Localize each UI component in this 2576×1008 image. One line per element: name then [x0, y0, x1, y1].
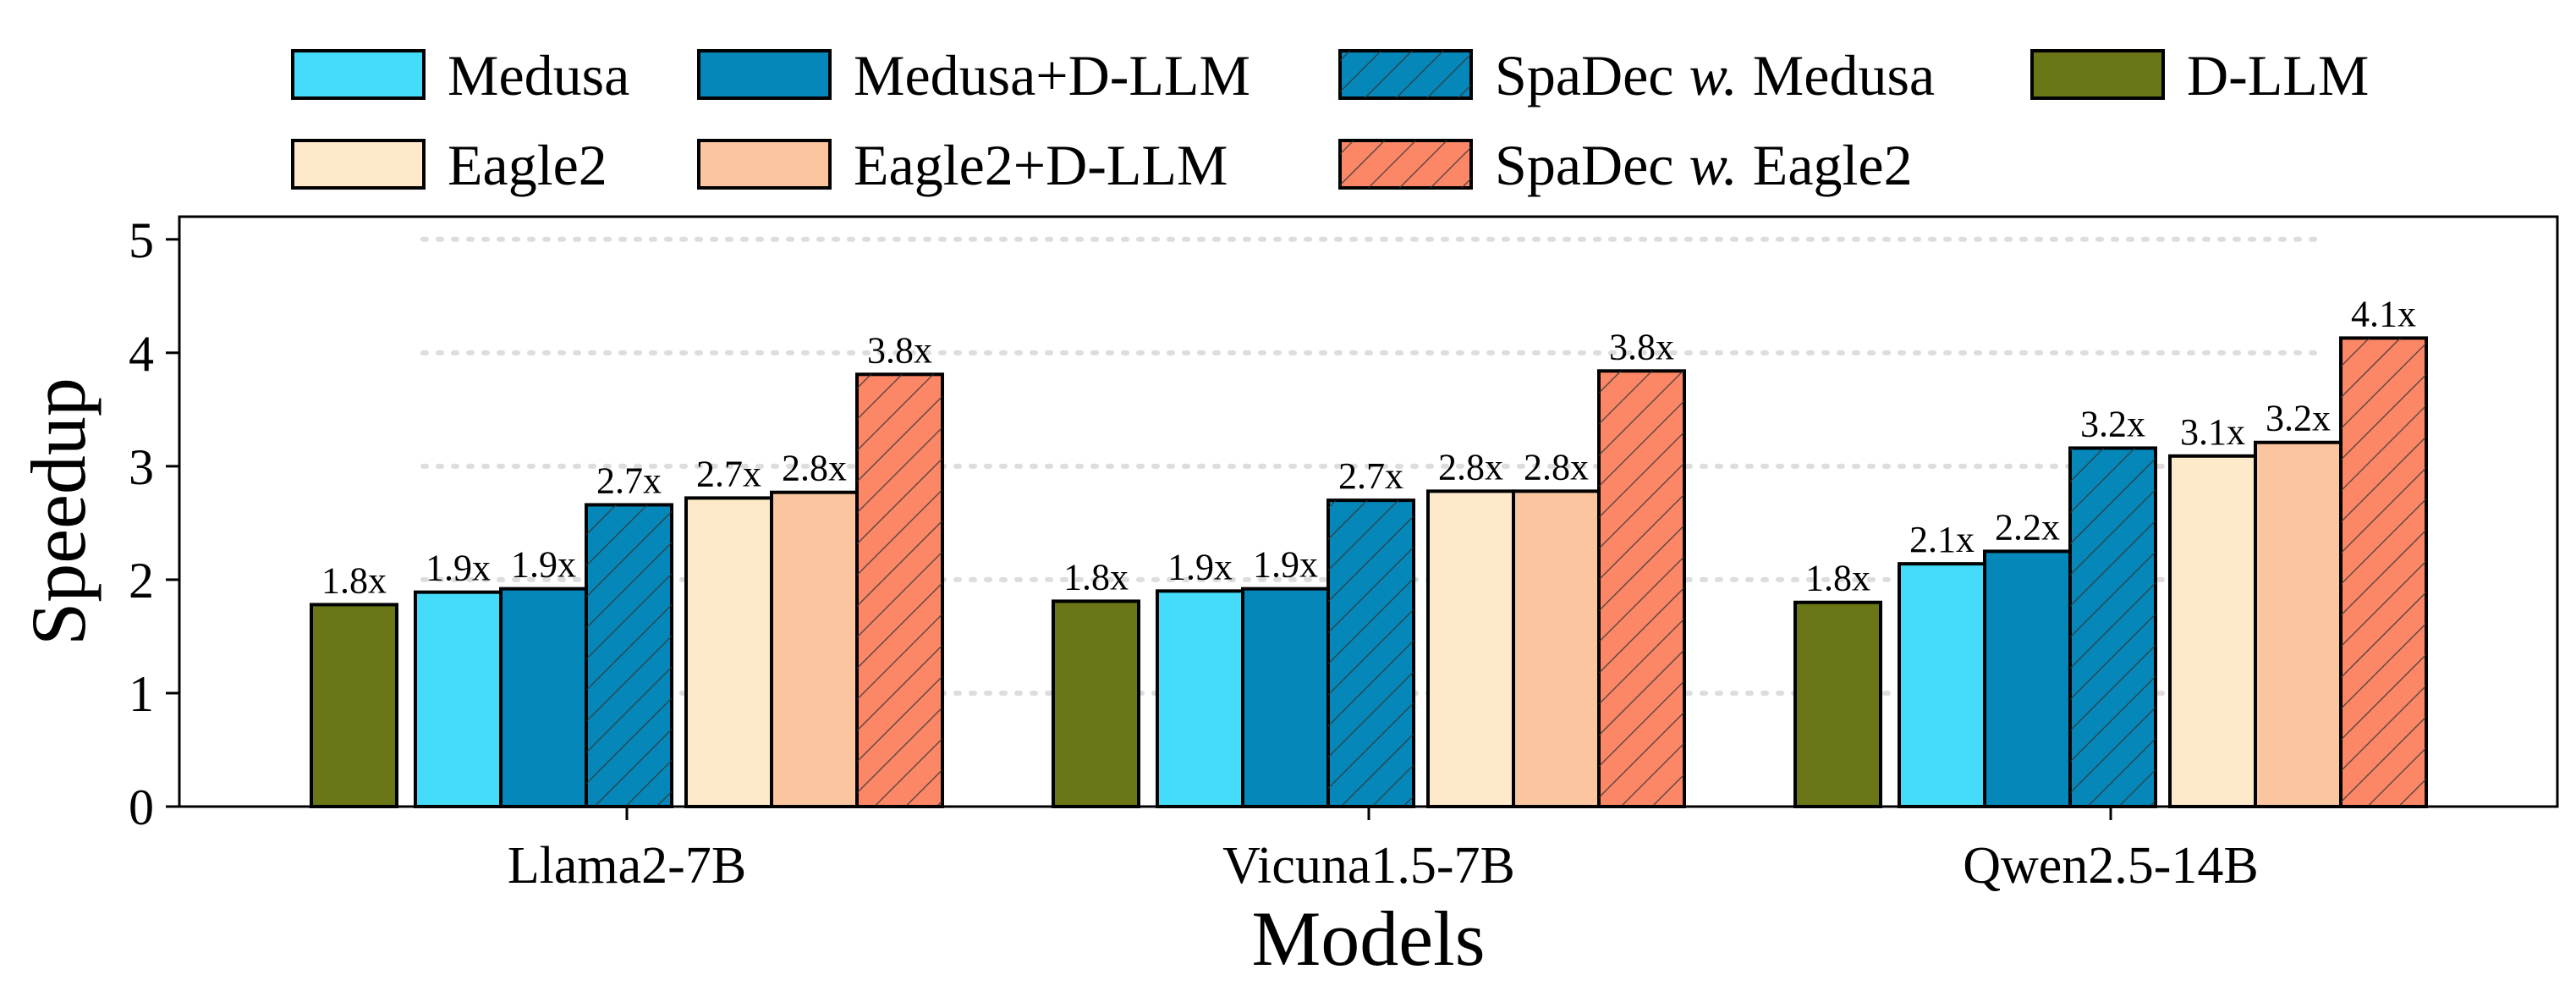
data-label: 1.9x	[1167, 546, 1233, 587]
legend-item-spadec-w-medusa: SpaDec w. Medusa	[1338, 43, 1935, 107]
bar-eagle2	[1426, 489, 1515, 808]
data-label: 3.8x	[867, 329, 932, 371]
legend-swatch	[291, 49, 426, 100]
bar-medusa	[1156, 589, 1244, 808]
legend-label: Eagle2	[448, 133, 607, 197]
bar-hatch-spadec-w-eagle2	[1599, 371, 1684, 807]
data-label: 2.8x	[1524, 446, 1589, 487]
x-tick-label: Qwen2.5-14B	[1963, 837, 2259, 895]
data-label: 2.7x	[596, 460, 662, 501]
x-axis-title: Models	[1252, 895, 1486, 982]
data-label: 1.9x	[1253, 544, 1318, 586]
bar-hatch-spadec-w-eagle2	[2341, 338, 2426, 807]
data-label: 1.8x	[1805, 558, 1870, 599]
bar-d-llm	[310, 603, 398, 809]
data-label: 1.9x	[426, 548, 491, 589]
legend-item-d-llm: D-LLM	[2030, 43, 2369, 107]
x-axis-ticks: Llama2-7B Vicuna1.5-7B Qwen2.5-14B	[508, 807, 2259, 895]
bar-hatch-spadec-w-medusa	[1328, 500, 1414, 807]
legend-swatch	[291, 139, 426, 190]
legend-label: SpaDec w. Medusa	[1495, 43, 1935, 107]
data-label: 1.8x	[1063, 556, 1129, 598]
bar-medusa-d-llm	[1983, 549, 2072, 808]
bar-d-llm	[1052, 599, 1140, 808]
legend-swatch-hatch	[1340, 51, 1471, 98]
y-tick-label: 1	[129, 666, 154, 722]
bar-medusa	[1898, 562, 1986, 809]
bar-medusa-d-llm	[1241, 587, 1330, 809]
data-label: 2.1x	[1909, 519, 1975, 560]
data-label: 3.8x	[1609, 326, 1674, 367]
data-label: 3.2x	[2080, 403, 2145, 444]
x-tick-label: Llama2-7B	[508, 837, 746, 895]
legend-item-eagle2-d-llm: Eagle2+D-LLM	[697, 133, 1228, 197]
legend-swatch	[697, 139, 832, 190]
legend: Medusa Medusa+D-LLM SpaDec w. Medusa D-LLM Eag…	[291, 43, 2369, 197]
y-tick-label: 2	[129, 553, 154, 609]
data-label: 4.1x	[2351, 293, 2416, 334]
bar-hatch-spadec-w-eagle2	[857, 374, 942, 807]
y-axis-ticks: 0 1 2 3 4 5	[129, 212, 179, 835]
legend-label: Medusa+D-LLM	[854, 43, 1250, 107]
y-axis-title: Speedup	[15, 377, 102, 646]
data-label: 2.7x	[1338, 455, 1403, 497]
bar-eagle2	[2168, 454, 2257, 808]
legend-label: D-LLM	[2187, 43, 2369, 107]
bar-hatch-spadec-w-medusa	[2070, 448, 2156, 807]
bar-eagle2-d-llm	[1512, 489, 1601, 808]
legend-item-medusa: Medusa	[291, 43, 629, 107]
data-label: 2.8x	[1438, 446, 1503, 487]
data-label: 3.2x	[2266, 398, 2331, 439]
bars	[310, 336, 2428, 809]
bar-medusa	[414, 590, 503, 808]
legend-label: SpaDec w. Eagle2	[1495, 133, 1913, 197]
legend-label: Medusa	[448, 43, 629, 107]
data-label: 1.9x	[511, 544, 576, 586]
y-tick-label: 4	[129, 326, 154, 382]
bar-hatch-spadec-w-medusa	[586, 504, 672, 807]
data-labels: 1.8x 1.9x 1.9x 2.7x 2.7x 2.8x 3.8x 1.8x 1.9x 1.9x…	[321, 293, 2416, 601]
bar-eagle2	[684, 496, 773, 809]
data-label: 2.8x	[782, 448, 847, 489]
bar-eagle2-d-llm	[770, 490, 859, 808]
legend-item-spadec-w-eagle2: SpaDec w. Eagle2	[1338, 133, 1913, 197]
y-tick-label: 3	[129, 439, 154, 495]
y-tick-label: 0	[129, 779, 154, 835]
bar-medusa-d-llm	[499, 587, 588, 809]
legend-item-medusa-d-llm: Medusa+D-LLM	[697, 43, 1250, 107]
x-tick-label: Vicuna1.5-7B	[1222, 837, 1515, 895]
data-label: 2.2x	[1995, 506, 2060, 548]
legend-swatch	[2030, 49, 2165, 100]
data-label: 1.8x	[321, 559, 387, 601]
legend-label: Eagle2+D-LLM	[854, 133, 1228, 197]
data-label: 3.1x	[2180, 411, 2245, 453]
legend-swatch-hatch	[1340, 140, 1471, 188]
data-label: 2.7x	[696, 453, 761, 494]
y-tick-label: 5	[129, 212, 154, 268]
bar-eagle2-d-llm	[2254, 440, 2343, 808]
bar-d-llm	[1793, 600, 1882, 808]
legend-swatch	[697, 49, 832, 100]
legend-item-eagle2: Eagle2	[291, 133, 607, 197]
